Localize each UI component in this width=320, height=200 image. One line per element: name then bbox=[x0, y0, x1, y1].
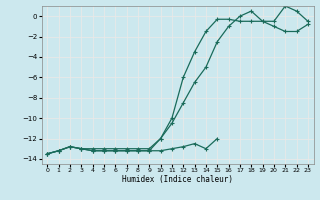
X-axis label: Humidex (Indice chaleur): Humidex (Indice chaleur) bbox=[122, 175, 233, 184]
